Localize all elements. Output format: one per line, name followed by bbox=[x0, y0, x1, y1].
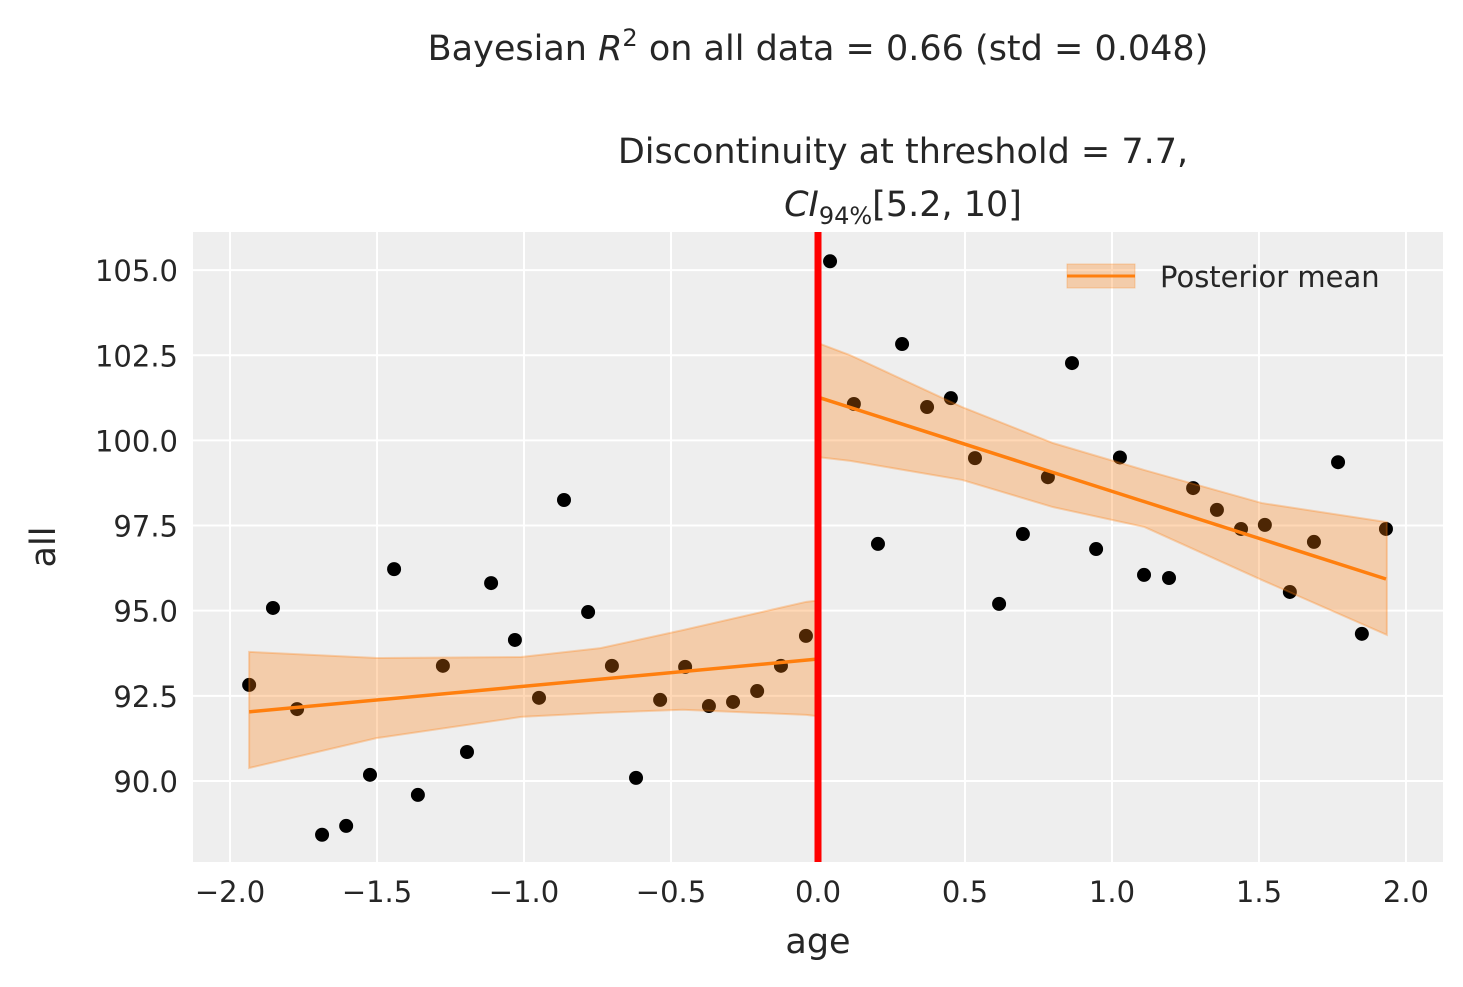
suptitle: Bayesian R2 on all data = 0.66 (std = 0.… bbox=[428, 24, 1209, 69]
data-point bbox=[1282, 584, 1297, 599]
data-point bbox=[629, 770, 644, 785]
data-point bbox=[967, 451, 982, 466]
data-point bbox=[1089, 542, 1104, 557]
data-point bbox=[339, 818, 354, 833]
data-point bbox=[1064, 356, 1079, 371]
data-point bbox=[507, 632, 522, 647]
posterior-mean-line bbox=[817, 395, 1387, 581]
y-tick-label: 90.0 bbox=[113, 765, 178, 799]
y-tick-label: 92.5 bbox=[113, 680, 178, 714]
data-point bbox=[459, 745, 474, 760]
tick-labels: −2.0 −1.5 −1.0 −0.5 0.0 0.5 1.0 1.5 2.0 90.0 92.5 9… bbox=[95, 254, 1429, 909]
data-point bbox=[1137, 567, 1152, 582]
x-tick-label: −2.0 bbox=[195, 875, 265, 909]
data-point bbox=[387, 562, 402, 577]
legend: Posterior mean bbox=[1066, 260, 1380, 294]
x-tick-label: −1.0 bbox=[489, 875, 559, 909]
data-point bbox=[435, 658, 450, 673]
data-point bbox=[726, 694, 741, 709]
data-point bbox=[823, 254, 838, 269]
data-point bbox=[1015, 527, 1030, 542]
y-tick-label: 95.0 bbox=[113, 595, 178, 629]
legend-label: Posterior mean bbox=[1160, 260, 1380, 294]
data-point bbox=[701, 699, 716, 714]
x-tick-label: 1.5 bbox=[1236, 875, 1282, 909]
data-point bbox=[1378, 521, 1393, 536]
chart-title-line2: CI94%[5.2, 10] bbox=[784, 185, 1022, 230]
posterior-mean-line bbox=[248, 657, 819, 714]
data-point bbox=[943, 391, 958, 406]
data-point bbox=[1331, 455, 1346, 470]
y-tick-label: 100.0 bbox=[95, 424, 178, 458]
y-tick-label: 97.5 bbox=[113, 510, 178, 544]
x-tick-label: 0.0 bbox=[795, 875, 841, 909]
y-axis-label: all bbox=[24, 527, 64, 568]
data-point bbox=[532, 690, 547, 705]
data-points bbox=[242, 254, 1393, 842]
data-point bbox=[362, 767, 377, 782]
data-point bbox=[242, 677, 257, 692]
x-tick-label: 2.0 bbox=[1383, 875, 1429, 909]
x-tick-label: −0.5 bbox=[636, 875, 706, 909]
chart-title-line1: Discontinuity at threshold = 7.7, bbox=[618, 132, 1188, 172]
data-point bbox=[581, 605, 596, 620]
data-point bbox=[1209, 502, 1224, 517]
data-point bbox=[870, 536, 885, 551]
data-point bbox=[315, 827, 330, 842]
data-point bbox=[1112, 450, 1127, 465]
data-point bbox=[557, 493, 572, 508]
data-point bbox=[992, 596, 1007, 611]
y-tick-label: 105.0 bbox=[95, 254, 178, 288]
data-point bbox=[410, 787, 425, 802]
data-point bbox=[653, 692, 668, 707]
data-point bbox=[798, 628, 813, 643]
data-point bbox=[920, 400, 935, 415]
data-point bbox=[1186, 481, 1201, 496]
data-point bbox=[750, 684, 765, 699]
data-point bbox=[895, 337, 910, 352]
data-point bbox=[484, 576, 499, 591]
data-point bbox=[265, 600, 280, 615]
posterior-mean-lines bbox=[248, 395, 1387, 714]
data-point bbox=[1306, 534, 1321, 549]
data-point bbox=[604, 658, 619, 673]
data-point bbox=[1354, 626, 1369, 641]
data-point bbox=[1257, 517, 1272, 532]
x-tick-label: 1.0 bbox=[1089, 875, 1135, 909]
x-tick-label: −1.5 bbox=[342, 875, 412, 909]
x-tick-label: 0.5 bbox=[942, 875, 988, 909]
y-tick-label: 102.5 bbox=[95, 339, 178, 373]
data-point bbox=[1162, 570, 1177, 585]
x-axis-label: age bbox=[785, 922, 850, 962]
